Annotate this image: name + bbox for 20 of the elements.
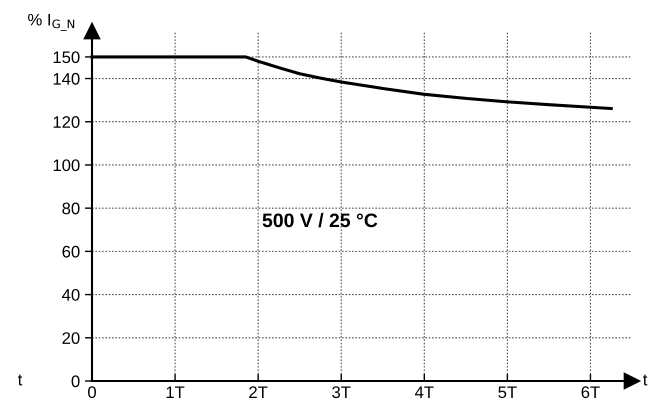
- y-axis-title: % I$_{G_N}$: [28, 14, 74, 31]
- x-tick-label: 3T: [332, 386, 351, 398]
- x-tick-label: 5T: [498, 386, 517, 398]
- x-tick-label: 6T: [582, 386, 600, 398]
- y-tick-label: 80: [62, 202, 80, 214]
- annotation: 500 V / 25 °C: [262, 212, 378, 228]
- x-tick-label: 0: [88, 386, 96, 398]
- text: t: [18, 374, 22, 386]
- x-tick-label: 1T: [166, 386, 184, 398]
- y-tick-label: 120: [54, 116, 80, 128]
- y-tick-label: 100: [54, 159, 80, 172]
- y-tick-label: 150: [54, 51, 80, 64]
- y-tick-label: 60: [62, 246, 80, 258]
- y-tick-label: 0: [72, 375, 80, 388]
- x-tick-label: 4T: [414, 386, 434, 398]
- y-tick-label: 40: [62, 288, 80, 301]
- x-axis-title: t: [643, 374, 648, 386]
- x-tick-label: 2T: [249, 386, 268, 398]
- y-tick-label: 20: [62, 332, 80, 344]
- y-tick-label: 140: [54, 72, 80, 85]
